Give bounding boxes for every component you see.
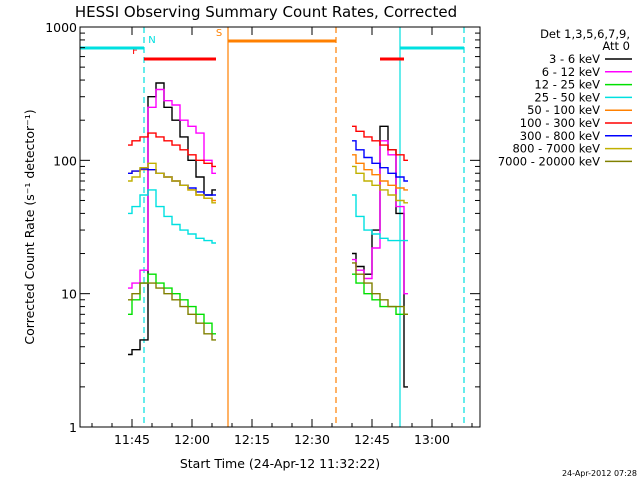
flag-label-N: N [148, 35, 155, 46]
series-line-3 [128, 189, 408, 244]
y-tick-label-0: 1 [69, 420, 77, 435]
timestamp: 24-Apr-2012 07:28 [562, 469, 637, 478]
mode-vlines [143, 27, 465, 427]
chart-title: HESSI Observing Summary Count Rates, Cor… [75, 3, 457, 21]
legend-label-0: 3 - 6 keV [549, 52, 600, 66]
plot-frame [79, 26, 481, 428]
legend-label-4: 50 - 100 keV [527, 103, 600, 117]
x-axis-label: Start Time (24-Apr-12 11:32:22) [180, 456, 380, 471]
legend-label-8: 7000 - 20000 keV [498, 154, 600, 168]
x-tick-label-1: 12:00 [174, 432, 210, 447]
y-tick-label-1: 10 [61, 287, 77, 302]
legend-title-line-2: Att 0 [602, 39, 630, 53]
y-tick-label-2: 100 [53, 153, 77, 168]
flag-label-S: S [216, 28, 222, 39]
series-line-1 [128, 88, 408, 295]
x-tick-label-3: 12:30 [294, 432, 330, 447]
legend-label-5: 100 - 300 keV [520, 116, 600, 130]
legend-label-2: 12 - 25 keV [534, 78, 600, 92]
series-line-7 [128, 162, 408, 204]
y-axis-label: Corrected Count Rate (s⁻¹ detector⁻¹) [22, 109, 37, 344]
legend-title-line-1: Det 1,3,5,6,7,9, [540, 27, 630, 41]
legend-label-1: 6 - 12 keV [542, 65, 600, 79]
x-tick-label-0: 11:45 [114, 432, 150, 447]
x-axis-ticks: 11:45 12:00 12:15 12:30 12:45 13:00 [91, 27, 473, 447]
y-axis-ticks: 1 10 100 1000 [45, 20, 480, 435]
series-group [128, 82, 408, 388]
plot-area: FN S 11:45 12:00 12:15 12:30 12:45 13:00 1 10 10… [45, 20, 481, 447]
flag-label-F: F [132, 46, 138, 57]
x-tick-label-2: 12:15 [234, 432, 270, 447]
legend-label-7: 800 - 7000 keV [512, 142, 600, 156]
x-tick-label-4: 12:45 [354, 432, 390, 447]
series-line-8 [128, 262, 408, 341]
flag-bars: FN S [80, 28, 464, 61]
x-tick-label-5: 13:00 [414, 432, 450, 447]
series-line-6 [128, 140, 408, 196]
legend-label-3: 25 - 50 keV [534, 90, 600, 104]
y-tick-label-3: 1000 [45, 20, 77, 35]
series-line-0 [128, 82, 408, 388]
series-line-5 [128, 125, 408, 168]
legend-label-6: 300 - 800 keV [520, 129, 600, 143]
